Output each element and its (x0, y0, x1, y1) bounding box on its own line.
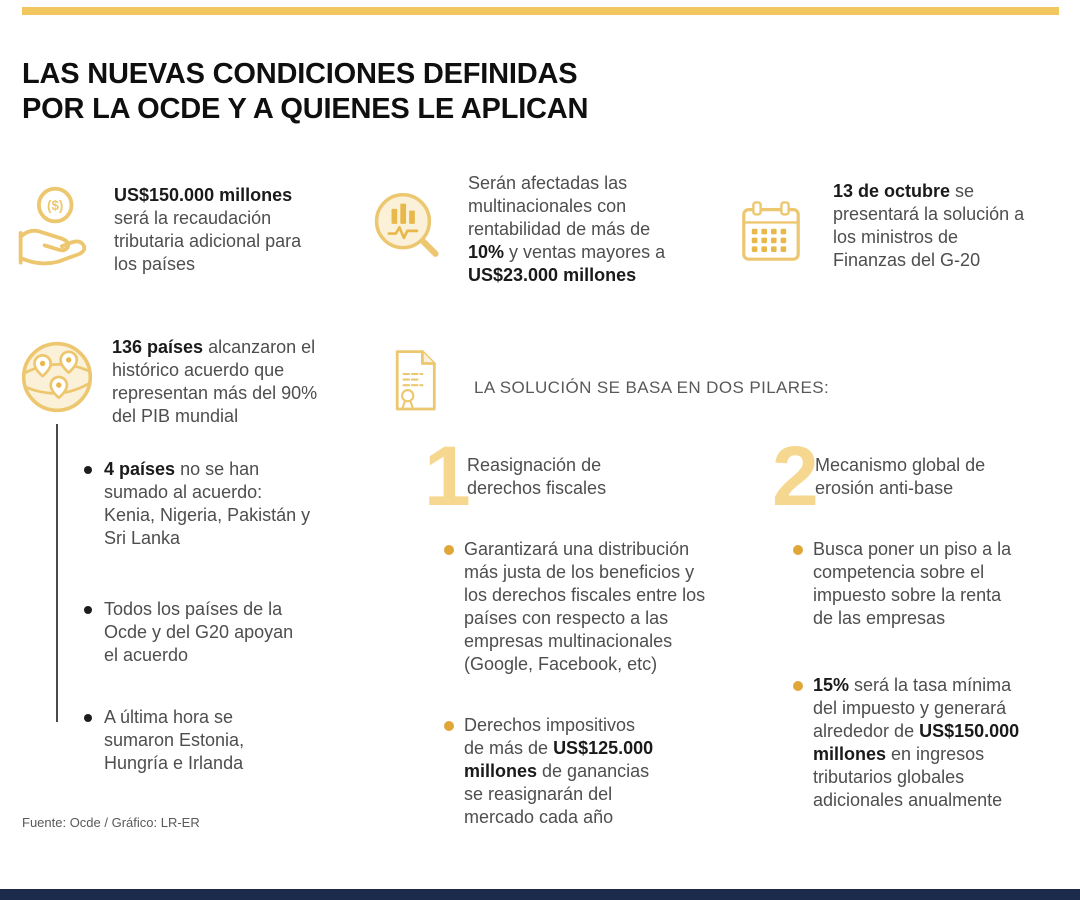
fact-october-text: 13 de octubre se presentará la solución … (833, 181, 1025, 270)
top-accent-bar (22, 7, 1059, 15)
fact-multinationals-text: Serán afectadas las multinacionales con … (468, 173, 666, 285)
source-credit: Fuente: Ocde / Gráfico: LR-ER (22, 815, 200, 830)
countries-summary-text: 136 países alcanzaron el histórico acuer… (112, 337, 318, 426)
globe-pins-icon (12, 332, 102, 422)
page-title-line-2: POR LA OCDE Y A QUIENES LE APLICAN (22, 93, 589, 125)
pillar-1-title: Reasignación de derechos fiscales (467, 455, 607, 498)
countries-connector-line (56, 424, 58, 722)
calendar-icon (731, 192, 811, 272)
pillar-2-bullet-minimum-rate: 15% será la tasa mínima del impuesto y g… (813, 675, 1020, 810)
hand-coin-icon: ($) (12, 182, 108, 278)
bullet-dot (444, 545, 454, 555)
pillar-1-bullet-distribution: Garantizará una distribución más justa d… (464, 539, 706, 674)
fact-tax-revenue-text: US$150.000 millones será la recaudación … (114, 185, 302, 274)
bullet-dot (84, 606, 92, 614)
pillars-heading: LA SOLUCIÓN SE BASA EN DOS PILARES: (474, 378, 830, 397)
countries-subitem-support: Todos los países de la Ocde y del G20 ap… (104, 599, 294, 665)
page-title: LAS NUEVAS CONDICIONES DEFINIDAS POR LA … (22, 57, 588, 127)
pillar-1-number: 1 (424, 429, 471, 523)
pillar-2-number: 2 (772, 429, 819, 523)
bullet-dot (444, 721, 454, 731)
countries-subitem-late-joiners: A última hora se sumaron Estonia, Hungrí… (104, 707, 245, 773)
page-title-line-1: LAS NUEVAS CONDICIONES DEFINIDAS (22, 58, 578, 90)
magnifier-chart-icon (366, 186, 454, 274)
document-icon (379, 344, 449, 418)
bullet-dot (84, 714, 92, 722)
svg-text:($): ($) (47, 198, 63, 213)
bullet-dot (793, 681, 803, 691)
bullet-dot (84, 466, 92, 474)
countries-subitem-not-joined: 4 países no se han sumado al acuerdo: Ke… (104, 459, 311, 548)
pillar-2-title: Mecanismo global de erosión anti-base (815, 455, 986, 498)
bullet-dot (793, 545, 803, 555)
calendar-days-grid (751, 228, 787, 252)
pillar-1-bullet-reassignment: Derechos impositivos de más de US$125.00… (464, 715, 654, 827)
pillar-2-bullet-floor: Busca poner un piso a la competencia sob… (813, 539, 1012, 628)
bottom-accent-bar (0, 889, 1080, 900)
